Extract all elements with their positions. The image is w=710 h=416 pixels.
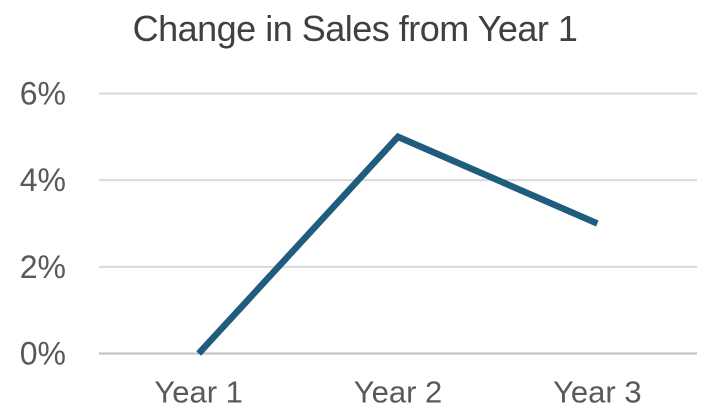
y-tick-label: 0% [20, 336, 66, 372]
y-tick-label: 6% [20, 76, 66, 112]
y-tick-label: 2% [20, 249, 66, 285]
series-line [196, 132, 599, 356]
y-tick-label: 4% [20, 162, 66, 198]
chart-title: Change in Sales from Year 1 [132, 8, 578, 49]
x-tick-label: Year 2 [354, 375, 443, 410]
x-tick-label: Year 1 [154, 375, 243, 410]
x-tick-label: Year 3 [553, 375, 642, 410]
